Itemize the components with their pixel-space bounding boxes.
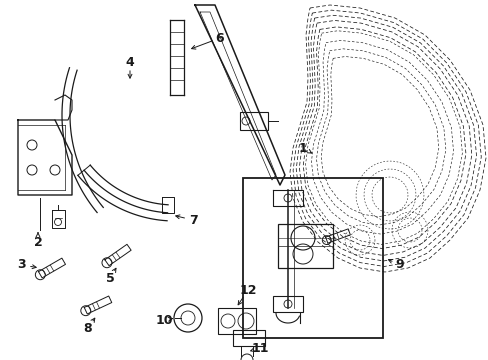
Text: 2: 2 [34,235,42,248]
Text: 1: 1 [298,141,307,154]
Bar [240,112,267,130]
Bar [278,224,332,268]
Text: 10: 10 [155,314,172,327]
Text: 7: 7 [188,213,197,226]
Bar [243,178,382,338]
Bar [232,330,264,346]
Text: 4: 4 [125,55,134,68]
Bar [218,308,256,334]
Text: 12: 12 [239,284,256,297]
Text: 6: 6 [215,31,224,45]
Text: 9: 9 [395,258,404,271]
Bar [272,296,303,312]
Text: 11: 11 [251,342,268,355]
Text: 8: 8 [83,321,92,334]
Text: 3: 3 [18,258,26,271]
Text: 5: 5 [105,271,114,284]
